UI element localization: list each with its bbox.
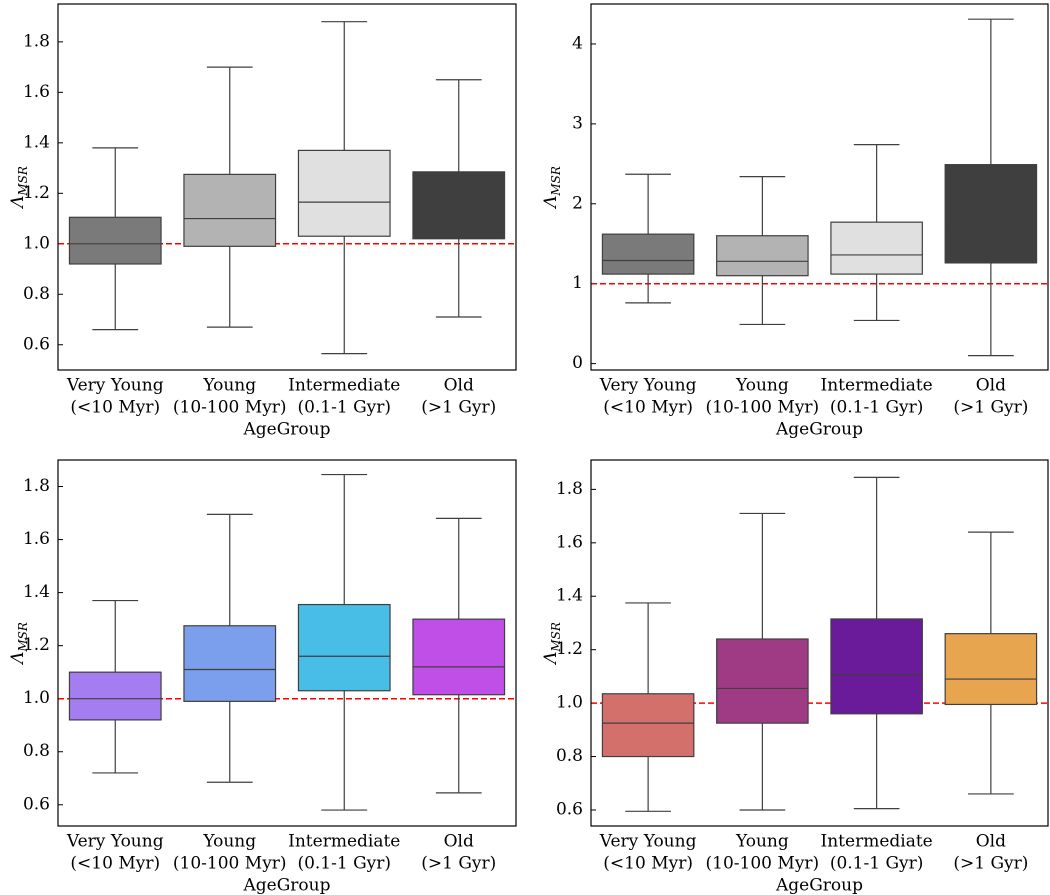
y-axis-label: ΛMSR — [541, 622, 563, 666]
box — [944, 164, 1038, 264]
x-tick-label: (<10 Myr) — [603, 854, 693, 874]
axes-frame — [57, 459, 517, 827]
y-tick-label: 1 — [572, 273, 583, 293]
x-tick-label: Young — [735, 376, 789, 396]
y-tick-label: 0.8 — [23, 741, 50, 761]
box — [68, 216, 162, 265]
x-tick-label: Old — [976, 832, 1006, 852]
x-tick-label: Very Young — [66, 832, 164, 852]
x-axis-label: AgeGroup — [775, 420, 863, 440]
x-tick-label: (0.1-1 Gyr) — [830, 398, 924, 418]
y-tick-label: 1.6 — [23, 82, 50, 102]
y-tick-label: 0.6 — [23, 794, 50, 814]
y-tick-label: 1.8 — [23, 476, 50, 496]
y-tick-label: 1.2 — [23, 183, 50, 203]
y-axis-label: ΛMSR — [541, 166, 563, 210]
x-axis-label: AgeGroup — [775, 876, 863, 895]
x-tick-label: (10-100 Myr) — [173, 398, 287, 418]
box — [944, 633, 1038, 706]
box — [183, 625, 277, 702]
box — [830, 221, 923, 275]
y-tick-label: 4 — [572, 33, 583, 53]
y-tick-label: 1.6 — [23, 529, 50, 549]
y-tick-label: 1.4 — [23, 132, 50, 152]
y-tick-label: 1.8 — [556, 479, 583, 499]
axes-frame — [590, 3, 1049, 371]
y-tick-label: 3 — [572, 113, 583, 133]
x-tick-label: Very Young — [599, 376, 697, 396]
y-axis-label-sub: MSR — [549, 166, 563, 197]
x-tick-label: Very Young — [599, 832, 697, 852]
y-axis-label-main: Λ — [8, 652, 28, 666]
axes-frame — [57, 3, 517, 371]
y-tick-label: 1.0 — [556, 693, 583, 713]
x-tick-label: Intermediate — [821, 376, 933, 396]
x-tick-label: Old — [976, 376, 1006, 396]
y-tick-label: 0 — [572, 353, 583, 373]
box — [412, 618, 506, 696]
y-tick-label: 1.6 — [556, 532, 583, 552]
x-tick-label: (>1 Gyr) — [953, 398, 1028, 418]
x-tick-label: Young — [735, 832, 789, 852]
y-tick-label: 1.4 — [23, 582, 50, 602]
box — [601, 233, 695, 275]
y-tick-label: 1.0 — [23, 688, 50, 708]
x-tick-label: (10-100 Myr) — [173, 854, 287, 874]
x-axis-label: AgeGroup — [243, 876, 331, 895]
y-tick-label: 0.8 — [556, 746, 583, 766]
axes-frame — [590, 459, 1049, 827]
box — [68, 671, 162, 721]
y-axis-label-sub: MSR — [549, 622, 563, 653]
y-axis-label: ΛMSR — [8, 166, 30, 210]
y-axis-label-main: Λ — [8, 196, 28, 210]
y-tick-label: 1.2 — [556, 639, 583, 659]
y-tick-label: 1.0 — [23, 233, 50, 253]
y-axis-label-sub: MSR — [16, 166, 30, 197]
x-tick-label: Young — [202, 376, 256, 396]
x-tick-label: (<10 Myr) — [70, 398, 160, 418]
y-axis-label-main: Λ — [541, 196, 561, 210]
x-tick-label: (0.1-1 Gyr) — [830, 854, 924, 874]
x-tick-label: (>1 Gyr) — [421, 398, 496, 418]
x-tick-label: (10-100 Myr) — [706, 854, 820, 874]
y-tick-label: 1.2 — [23, 635, 50, 655]
box — [716, 235, 809, 277]
x-tick-label: (<10 Myr) — [603, 398, 693, 418]
y-tick-label: 1.4 — [556, 586, 583, 606]
y-axis-label: ΛMSR — [8, 622, 30, 666]
box — [412, 171, 506, 240]
x-axis-label: AgeGroup — [243, 420, 331, 440]
y-tick-label: 1.8 — [23, 31, 50, 51]
panel: 0.6 0.8 1.0 1.2 1.4 1.6 1.8 Very Young(<10 Myr)… — [8, 3, 517, 440]
y-tick-label: 2 — [572, 193, 583, 213]
x-tick-label: Intermediate — [288, 832, 400, 852]
x-tick-label: Old — [444, 376, 474, 396]
y-tick-label: 0.6 — [556, 799, 583, 819]
x-tick-label: (0.1-1 Gyr) — [297, 398, 391, 418]
panel: 0 1 2 3 4 Very Young(<10 Myr) Young(10-100 Myr… — [541, 3, 1049, 440]
box — [601, 693, 695, 758]
y-tick-label: 0.6 — [23, 334, 50, 354]
box — [716, 638, 809, 724]
x-tick-label: Very Young — [66, 376, 164, 396]
box — [297, 149, 391, 237]
box — [183, 173, 277, 247]
x-tick-label: Intermediate — [288, 376, 400, 396]
y-tick-label: 0.8 — [23, 284, 50, 304]
x-tick-label: (10-100 Myr) — [706, 398, 820, 418]
panel: 0.6 0.8 1.0 1.2 1.4 1.6 1.8 Very Young(<10 Myr)… — [541, 459, 1049, 895]
x-tick-label: (0.1-1 Gyr) — [297, 854, 391, 874]
y-axis-label-sub: MSR — [16, 622, 30, 653]
x-tick-label: (>1 Gyr) — [421, 854, 496, 874]
x-tick-label: (<10 Myr) — [70, 854, 160, 874]
y-axis-label-main: Λ — [541, 652, 561, 666]
x-tick-label: Intermediate — [821, 832, 933, 852]
box — [297, 603, 391, 692]
panel: 0.6 0.8 1.0 1.2 1.4 1.6 1.8 Very Young(<10 Myr)… — [8, 459, 517, 895]
x-tick-label: Old — [444, 832, 474, 852]
box — [830, 618, 923, 715]
x-tick-label: (>1 Gyr) — [953, 854, 1028, 874]
x-tick-label: Young — [202, 832, 256, 852]
